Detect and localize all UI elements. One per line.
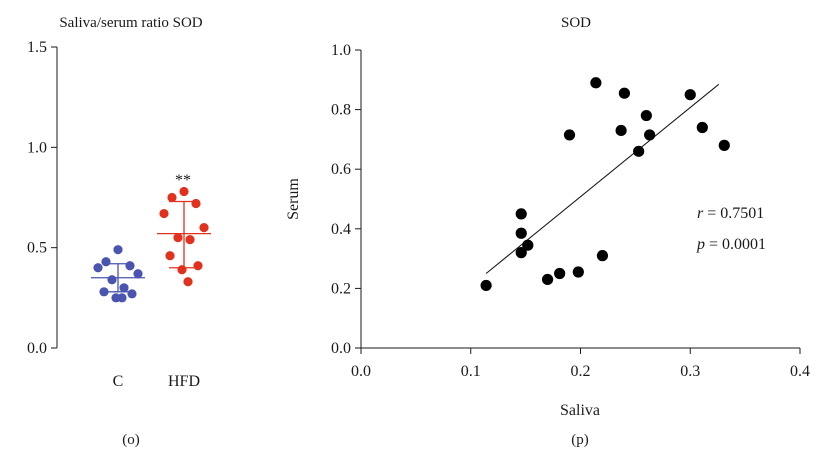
chart-p-xticks: 0.0 0.1 0.2 0.3 0.4 xyxy=(351,348,810,380)
chart-p-xtick-label: 0.1 xyxy=(461,363,481,380)
chart-o-point xyxy=(191,198,201,209)
chart-p-xtick-label: 0.2 xyxy=(571,363,591,380)
chart-p-point xyxy=(684,89,696,101)
chart-o-point xyxy=(159,208,169,219)
chart-p-r-value: = 0.7501 xyxy=(703,205,764,222)
chart-p-xtick-label: 0.3 xyxy=(680,363,700,380)
chart-p-ytick-label: 1.0 xyxy=(331,42,351,59)
chart-o-point xyxy=(125,261,135,271)
chart-o-point xyxy=(101,257,111,267)
chart-p-point xyxy=(563,129,576,141)
chart-p-point xyxy=(590,77,602,89)
chart-p-trendline xyxy=(485,83,720,274)
chart-o-point xyxy=(165,251,175,261)
chart-o-xtick-label: HFD xyxy=(168,373,200,390)
chart-o-xtick-label: C xyxy=(113,373,124,390)
chart-o-panel-label: (o) xyxy=(122,432,140,448)
chart-p-point xyxy=(718,139,730,151)
chart-o-marks xyxy=(91,186,211,303)
chart-p-y-label: Serum xyxy=(285,178,302,220)
chart-o-point xyxy=(119,283,129,293)
chart-o-point xyxy=(185,235,195,245)
chart-p-xtick-label: 0.0 xyxy=(351,363,371,380)
chart-o-yticks: 0.0 0.5 1.0 1.5 xyxy=(27,39,57,357)
chart-o-ytick-label: 1.0 xyxy=(27,139,47,156)
chart-p-ytick-label: 0.0 xyxy=(331,340,351,357)
chart-p-point xyxy=(515,247,527,259)
chart-p-point xyxy=(633,145,645,157)
chart-p-p-stat: p = 0.0001 xyxy=(696,236,766,253)
chart-p-ytick-label: 0.6 xyxy=(331,161,351,178)
chart-o-point xyxy=(177,265,187,275)
chart-o-point xyxy=(127,289,137,299)
chart-p-point xyxy=(640,109,652,122)
chart-p-p-value: = 0.0001 xyxy=(705,236,766,253)
chart-o-point xyxy=(107,275,117,285)
chart-o-point xyxy=(179,186,189,197)
chart-o-ytick-label: 0.0 xyxy=(27,340,47,357)
chart-o-point xyxy=(113,245,123,255)
chart-p-p-symbol: p xyxy=(696,236,705,253)
chart-o-point xyxy=(173,233,183,243)
chart-p-point xyxy=(515,208,527,220)
chart-p-ytick-label: 0.4 xyxy=(331,221,351,238)
chart-o-point xyxy=(117,293,127,303)
chart-o-title: Saliva/serum ratio SOD xyxy=(59,15,202,31)
chart-p-marks xyxy=(480,77,730,292)
chart-p-ytick-label: 0.8 xyxy=(331,102,351,119)
chart-o-point xyxy=(167,192,177,203)
chart-p-point xyxy=(554,267,566,280)
chart-p-r-symbol: r xyxy=(697,205,704,222)
chart-p-x-label: Saliva xyxy=(560,402,600,419)
chart-o-significance: ** xyxy=(175,172,191,189)
chart-p-r-stat: r = 0.7501 xyxy=(697,205,764,222)
chart-p-point xyxy=(696,121,708,134)
chart-o-point xyxy=(93,263,103,273)
chart-p: SOD 0.0 0.2 0.4 0.6 0.8 1.0 0.0 0.1 0.2 0.3 0.4 S… xyxy=(285,15,810,448)
chart-p-point xyxy=(644,129,656,141)
chart-o-point xyxy=(183,277,193,287)
chart-p-xtick-label: 0.4 xyxy=(790,363,810,380)
chart-p-panel-label: (p) xyxy=(571,432,589,448)
chart-o-point xyxy=(133,269,143,279)
chart-p-point xyxy=(596,250,609,262)
chart-o-xticks: C HFD xyxy=(113,373,200,390)
chart-p-point xyxy=(480,279,492,292)
chart-p-yticks: 0.0 0.2 0.4 0.6 0.8 1.0 xyxy=(331,42,361,357)
chart-o-point xyxy=(199,223,209,233)
chart-o: Saliva/serum ratio SOD 0.0 0.5 1.0 1.5 C HFD… xyxy=(27,15,211,448)
chart-p-ytick-label: 0.2 xyxy=(331,280,351,297)
chart-o-ytick-label: 0.5 xyxy=(27,240,47,257)
chart-o-point xyxy=(193,261,203,271)
chart-p-point xyxy=(615,124,627,137)
chart-p-title: SOD xyxy=(561,15,591,31)
chart-p-point xyxy=(618,87,631,99)
chart-o-ytick-label: 1.5 xyxy=(27,39,47,56)
chart-p-point xyxy=(515,227,527,239)
chart-p-point xyxy=(572,266,584,278)
chart-p-point xyxy=(541,273,554,286)
chart-p-point xyxy=(522,239,534,251)
